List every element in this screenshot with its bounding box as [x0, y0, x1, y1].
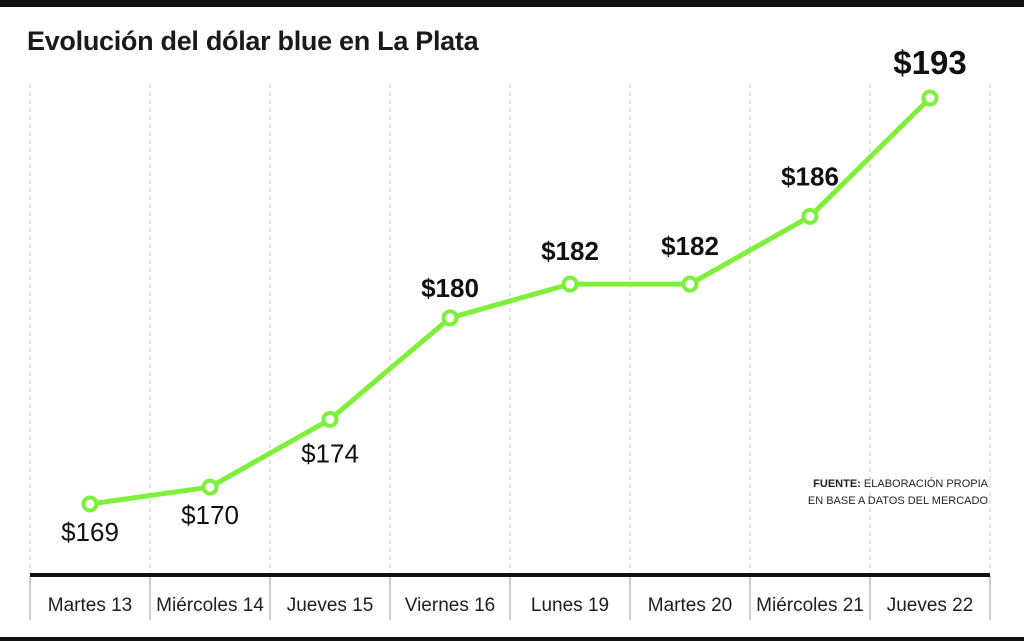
top-rule — [0, 0, 1024, 7]
data-point — [681, 275, 699, 293]
category-label: Jueves 15 — [287, 595, 374, 616]
x-axis — [29, 573, 991, 620]
bottom-rule — [0, 637, 1024, 641]
data-point — [921, 89, 939, 107]
category-label: Viernes 16 — [405, 595, 496, 616]
series-line-layer — [87, 95, 933, 507]
data-point — [321, 410, 339, 428]
source-note: FUENTE: ELABORACIÓN PROPIA EN BASE A DAT… — [798, 476, 988, 510]
data-point — [561, 275, 579, 293]
series-line — [87, 95, 933, 507]
data-point — [201, 478, 219, 496]
value-label: $180 — [421, 273, 479, 303]
x-axis-bar — [30, 573, 990, 577]
data-point — [81, 495, 99, 513]
source-label: FUENTE: — [813, 478, 861, 490]
data-points — [81, 89, 939, 513]
value-label: $182 — [661, 231, 719, 261]
value-label: $193 — [893, 44, 966, 81]
data-point — [801, 207, 819, 225]
value-label: $170 — [181, 500, 239, 530]
value-label: $186 — [781, 161, 839, 191]
value-label: $169 — [61, 517, 119, 547]
category-label: Lunes 19 — [531, 595, 609, 616]
category-label: Martes 13 — [48, 595, 132, 616]
chart-title: Evolución del dólar blue en La Plata — [27, 26, 479, 56]
value-label: $174 — [301, 438, 359, 468]
category-label: Jueves 22 — [887, 595, 974, 616]
category-labels: Martes 13 Miércoles 14 Jueves 15 Viernes 16… — [48, 595, 974, 616]
value-labels: $169 $170 $174 $180 $182 $182 $186 $193 — [61, 44, 967, 547]
value-label: $182 — [541, 236, 599, 266]
category-label: Martes 20 — [648, 595, 732, 616]
category-label: Miércoles 21 — [756, 595, 864, 616]
source-text: ELABORACIÓN PROPIA EN BASE A DATOS DEL M… — [807, 478, 988, 507]
category-label: Miércoles 14 — [156, 595, 264, 616]
data-point — [441, 309, 459, 327]
